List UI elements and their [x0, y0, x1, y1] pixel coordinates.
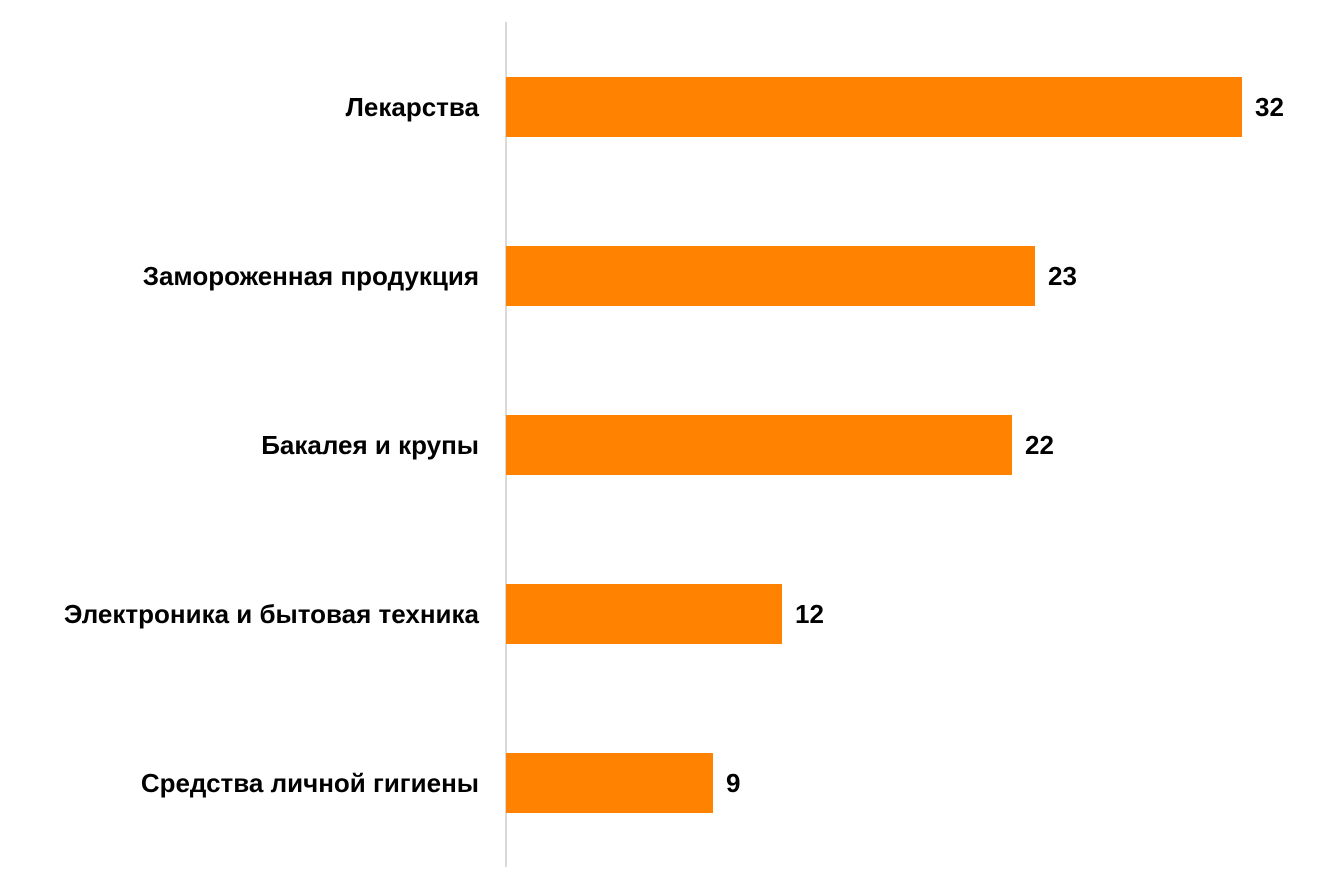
data-label: 22: [1025, 430, 1054, 460]
category-label: Бакалея и крупы: [261, 430, 479, 460]
data-label: 23: [1048, 261, 1077, 291]
bar: [506, 246, 1035, 306]
bar: [506, 753, 713, 813]
category-label: Электроника и бытовая техника: [63, 599, 479, 629]
bar: [506, 415, 1012, 475]
bar: [506, 77, 1242, 137]
category-label: Лекарства: [345, 92, 479, 122]
data-label: 32: [1255, 92, 1284, 122]
category-label: Замороженная продукция: [142, 261, 479, 291]
category-label: Средства личной гигиены: [140, 768, 479, 798]
data-label: 9: [726, 768, 741, 798]
bar: [506, 584, 782, 644]
data-label: 12: [795, 599, 824, 629]
